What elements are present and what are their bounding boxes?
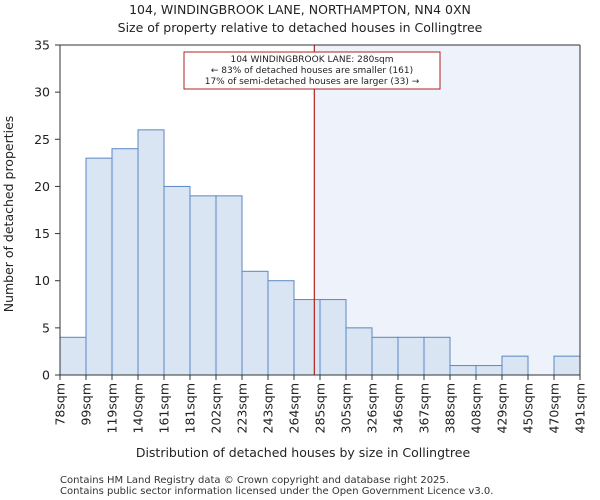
y-tick-label-20: 20 bbox=[34, 179, 50, 194]
bar-181sqm bbox=[189, 195, 217, 376]
plot-background bbox=[314, 45, 580, 375]
y-tick-label-5: 5 bbox=[42, 320, 50, 335]
annotation-line-3: 17% of semi-detached houses are larger (… bbox=[205, 77, 420, 87]
x-tick-label-305sqm: 305sqm bbox=[339, 383, 354, 433]
x-tick-label-326sqm: 326sqm bbox=[365, 383, 380, 433]
bar-470sqm bbox=[553, 355, 581, 376]
x-tick-label-181sqm: 181sqm bbox=[183, 383, 198, 433]
x-tick-label-450sqm: 450sqm bbox=[521, 383, 536, 433]
x-tick-label-285sqm: 285sqm bbox=[313, 383, 328, 433]
x-tick-label-202sqm: 202sqm bbox=[209, 383, 224, 433]
annotation-line-1: 104 WINDINGBROOK LANE: 280sqm bbox=[230, 55, 393, 65]
x-tick-label-367sqm: 367sqm bbox=[417, 383, 432, 433]
x-tick-label-243sqm: 243sqm bbox=[261, 383, 276, 433]
bar-285sqm bbox=[319, 299, 347, 376]
bar-119sqm bbox=[111, 148, 139, 376]
x-tick-label-140sqm: 140sqm bbox=[131, 383, 146, 433]
y-tick-label-30: 30 bbox=[34, 85, 50, 100]
bar-429sqm bbox=[501, 355, 529, 376]
annotation-box: 104 WINDINGBROOK LANE: 280sqm ← 83% of d… bbox=[183, 51, 441, 90]
x-tick-label-388sqm: 388sqm bbox=[443, 383, 458, 433]
chart-title: 104, WINDINGBROOK LANE, NORTHAMPTON, NN4… bbox=[129, 2, 471, 17]
x-tick-label-223sqm: 223sqm bbox=[235, 383, 250, 433]
x-tick-label-408sqm: 408sqm bbox=[469, 383, 484, 433]
bar-140sqm bbox=[137, 129, 165, 376]
y-tick-label-35: 35 bbox=[34, 38, 50, 53]
x-tick-label-491sqm: 491sqm bbox=[573, 383, 588, 433]
annotation-line-2: ← 83% of detached houses are smaller (16… bbox=[211, 66, 413, 76]
x-tick-label-470sqm: 470sqm bbox=[547, 383, 562, 433]
bar-78sqm bbox=[59, 336, 87, 376]
bar-243sqm bbox=[267, 280, 295, 376]
x-tick-label-161sqm: 161sqm bbox=[157, 383, 172, 433]
x-tick-label-99sqm: 99sqm bbox=[79, 383, 94, 426]
x-tick-label-119sqm: 119sqm bbox=[105, 383, 120, 433]
annotation-frame bbox=[183, 51, 441, 90]
bar-367sqm bbox=[423, 336, 451, 376]
bar-264sqm bbox=[293, 299, 321, 376]
y-axis-ticks: 0 5 10 15 20 25 30 35 bbox=[34, 38, 60, 383]
x-axis-ticks: 78sqm 99sqm 119sqm 140sqm 161sqm 181sqm 202sqm… bbox=[53, 375, 588, 433]
bar-223sqm bbox=[241, 270, 269, 376]
chart-subtitle: Size of property relative to detached ho… bbox=[118, 20, 483, 35]
y-tick-label-10: 10 bbox=[34, 273, 50, 288]
x-tick-label-264sqm: 264sqm bbox=[287, 383, 302, 433]
y-axis-label: Number of detached properties bbox=[1, 116, 16, 313]
bar-305sqm bbox=[345, 327, 373, 376]
highlight-region bbox=[314, 45, 580, 375]
bar-161sqm bbox=[163, 185, 191, 376]
bar-99sqm bbox=[85, 157, 113, 376]
bar-346sqm bbox=[397, 336, 425, 376]
y-tick-label-25: 25 bbox=[34, 132, 50, 147]
x-tick-label-346sqm: 346sqm bbox=[391, 383, 406, 433]
footer-line-1: Contains HM Land Registry data © Crown c… bbox=[60, 475, 449, 486]
x-tick-label-78sqm: 78sqm bbox=[53, 383, 68, 426]
y-tick-label-0: 0 bbox=[42, 368, 50, 383]
bar-202sqm bbox=[215, 195, 243, 376]
footer-line-2: Contains public sector information licen… bbox=[60, 486, 493, 497]
y-tick-label-15: 15 bbox=[34, 226, 50, 241]
x-tick-label-429sqm: 429sqm bbox=[495, 383, 510, 433]
bar-326sqm bbox=[371, 336, 399, 376]
x-axis-label: Distribution of detached houses by size … bbox=[136, 445, 471, 460]
bars bbox=[59, 129, 581, 376]
bar-388sqm bbox=[449, 365, 477, 376]
bar-408sqm bbox=[475, 365, 503, 376]
